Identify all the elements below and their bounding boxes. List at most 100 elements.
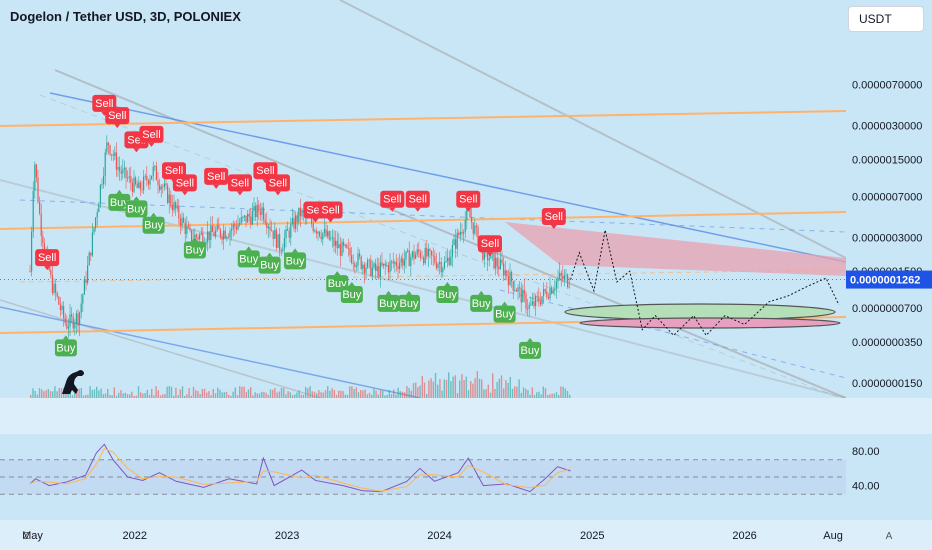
- candle-body: [347, 247, 350, 249]
- candle-body: [384, 263, 386, 266]
- candle-body: [533, 301, 535, 307]
- volume-bar: [454, 375, 457, 398]
- volume-bar: [313, 391, 316, 398]
- candle-body: [450, 256, 452, 265]
- volume-bar: [404, 392, 406, 398]
- signal-badge: [183, 241, 206, 259]
- volume-bar: [542, 386, 545, 398]
- candle-body: [226, 236, 228, 239]
- volume-bar: [366, 394, 369, 398]
- candle-body: [439, 262, 441, 265]
- signal-pointer: [406, 290, 413, 295]
- volume-bar: [434, 372, 437, 398]
- candle-body: [445, 261, 447, 263]
- volume-bar: [302, 394, 305, 398]
- candle-body: [267, 226, 270, 229]
- volume-bar: [329, 390, 331, 398]
- volume-bar: [540, 394, 542, 398]
- volume-bar: [562, 386, 564, 398]
- candle-body: [146, 175, 148, 181]
- volume-bar: [151, 388, 153, 398]
- signal-label: Sell: [108, 110, 126, 122]
- signal-label: Buy: [239, 253, 258, 265]
- candle-body: [312, 223, 314, 232]
- candle-body: [506, 270, 508, 277]
- candle-body: [255, 205, 257, 218]
- candle-body: [395, 261, 398, 267]
- volume-bar: [241, 386, 243, 398]
- volume-bar: [529, 394, 531, 398]
- candle-body: [563, 275, 566, 280]
- price-tick-label: 0.0000007000: [852, 191, 922, 203]
- candle-body: [61, 305, 63, 311]
- candle-body: [283, 237, 286, 250]
- volume-bar: [56, 391, 58, 398]
- candle-body: [90, 252, 92, 256]
- currency-button[interactable]: USDT: [848, 6, 924, 32]
- volume-bar: [179, 389, 182, 398]
- volume-bar: [498, 378, 501, 398]
- volume-bar: [331, 388, 333, 398]
- sell-signal: Sell: [105, 107, 130, 129]
- candle-body: [162, 186, 164, 188]
- volume-bar: [390, 394, 393, 398]
- footer-right-button[interactable]: A: [886, 531, 893, 542]
- volume-bar: [107, 389, 109, 398]
- candle-body: [333, 237, 335, 247]
- price-tick-label: 0.0000000350: [852, 337, 922, 349]
- signal-pointer: [327, 218, 334, 223]
- volume-bar: [503, 388, 505, 398]
- volume-bar: [43, 391, 45, 398]
- candle-body: [431, 250, 433, 256]
- volume-bar: [157, 390, 160, 398]
- candle-body: [266, 223, 268, 229]
- candle-body: [387, 265, 390, 273]
- candle-body: [319, 231, 321, 237]
- candle-body: [343, 241, 345, 246]
- volume-bar: [518, 379, 520, 398]
- signal-label: Buy: [56, 342, 75, 354]
- candle-body: [296, 215, 298, 222]
- axes-layer: 0.0000070000 0.0000030000 0.0000015000 0.00…: [22, 0, 932, 542]
- volume-bar: [296, 392, 298, 398]
- volume-bar: [120, 390, 122, 398]
- last-price-badge: [846, 270, 932, 289]
- candle-body: [111, 154, 113, 156]
- candle-body: [432, 255, 434, 257]
- candle-body: [71, 314, 73, 317]
- candle-body: [392, 261, 394, 264]
- signal-pointer: [191, 237, 198, 242]
- volume-bar: [280, 387, 283, 398]
- volume-bar: [448, 372, 450, 398]
- candle-body: [175, 202, 177, 209]
- candle-body: [346, 244, 348, 248]
- candle-body: [375, 263, 377, 271]
- candle-body: [122, 169, 124, 174]
- volume-bar: [507, 382, 509, 398]
- candle-body: [349, 248, 351, 256]
- candle-body: [218, 225, 220, 230]
- signal-label: Sell: [231, 177, 249, 189]
- buy-signal: Buy: [125, 196, 148, 218]
- buy-signal: Buy: [519, 337, 542, 359]
- volume-bar: [467, 390, 470, 398]
- candle-body: [466, 209, 468, 221]
- candle-body: [330, 238, 332, 240]
- volume-bar: [509, 376, 512, 398]
- volume-bar: [170, 386, 173, 398]
- candle-body: [63, 305, 65, 318]
- logo-icon: [62, 370, 84, 394]
- candle-body: [557, 278, 559, 282]
- candle-body: [487, 248, 489, 261]
- footer-left-button[interactable]: Z: [23, 531, 29, 542]
- buy-signal: Buy: [284, 248, 307, 270]
- candle-body: [168, 194, 170, 203]
- candle-body: [279, 234, 281, 251]
- candle-body: [159, 184, 161, 190]
- rsi-ma-line: [29, 447, 571, 492]
- candle-body: [546, 291, 548, 297]
- candle-body: [210, 225, 212, 240]
- volume-bar: [437, 384, 439, 398]
- volume-bar: [421, 375, 424, 398]
